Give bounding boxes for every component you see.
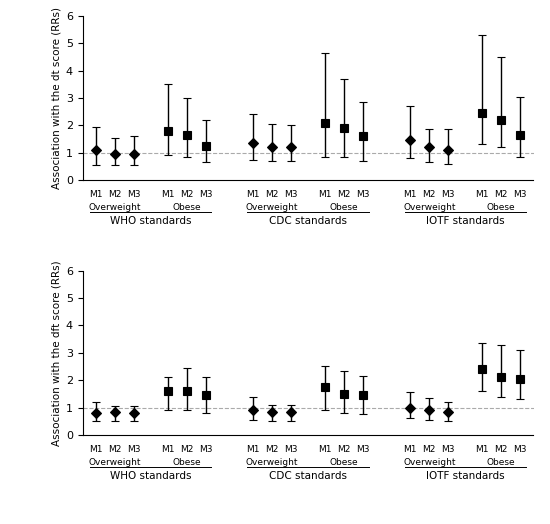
Y-axis label: Association with the dt score (RRs): Association with the dt score (RRs) — [52, 7, 62, 189]
Text: Overweight: Overweight — [403, 203, 455, 212]
Text: M1: M1 — [476, 190, 489, 199]
Text: M1: M1 — [161, 190, 174, 199]
Text: M1: M1 — [318, 445, 332, 454]
Text: M3: M3 — [127, 445, 140, 454]
Text: M2: M2 — [265, 445, 279, 454]
Text: M3: M3 — [442, 445, 455, 454]
Text: M2: M2 — [180, 445, 194, 454]
Text: Overweight: Overweight — [246, 203, 298, 212]
Text: M1: M1 — [404, 190, 417, 199]
Text: M1: M1 — [89, 190, 102, 199]
Text: Obese: Obese — [487, 203, 515, 212]
Text: WHO standards: WHO standards — [110, 471, 191, 481]
Text: M2: M2 — [337, 190, 351, 199]
Text: M2: M2 — [108, 190, 122, 199]
Text: M3: M3 — [284, 445, 298, 454]
Text: M2: M2 — [180, 190, 194, 199]
Text: Obese: Obese — [172, 203, 201, 212]
Text: M2: M2 — [108, 445, 122, 454]
Text: WHO standards: WHO standards — [110, 216, 191, 226]
Text: M3: M3 — [442, 190, 455, 199]
Text: M3: M3 — [356, 445, 370, 454]
Y-axis label: Association with the dft score (RRs): Association with the dft score (RRs) — [52, 260, 62, 445]
Text: CDC standards: CDC standards — [269, 471, 347, 481]
Text: Overweight: Overweight — [403, 458, 455, 467]
Text: M2: M2 — [494, 445, 508, 454]
Text: Obese: Obese — [172, 458, 201, 467]
Text: M2: M2 — [422, 445, 436, 454]
Text: M1: M1 — [246, 445, 260, 454]
Text: M2: M2 — [337, 445, 351, 454]
Text: M3: M3 — [514, 190, 527, 199]
Text: M3: M3 — [199, 445, 212, 454]
Text: Obese: Obese — [487, 458, 515, 467]
Text: M1: M1 — [246, 190, 260, 199]
Text: M3: M3 — [356, 190, 370, 199]
Text: M1: M1 — [89, 445, 102, 454]
Text: M1: M1 — [404, 445, 417, 454]
Text: M2: M2 — [265, 190, 279, 199]
Text: M2: M2 — [422, 190, 436, 199]
Text: Obese: Obese — [329, 458, 358, 467]
Text: Overweight: Overweight — [89, 458, 141, 467]
Text: Overweight: Overweight — [246, 458, 298, 467]
Text: M1: M1 — [318, 190, 332, 199]
Text: M3: M3 — [127, 190, 140, 199]
Text: CDC standards: CDC standards — [269, 216, 347, 226]
Text: M3: M3 — [284, 190, 298, 199]
Text: M1: M1 — [161, 445, 174, 454]
Text: Overweight: Overweight — [89, 203, 141, 212]
Text: IOTF standards: IOTF standards — [426, 471, 504, 481]
Text: M3: M3 — [514, 445, 527, 454]
Text: Obese: Obese — [329, 203, 358, 212]
Text: M2: M2 — [494, 190, 508, 199]
Text: M3: M3 — [199, 190, 212, 199]
Text: IOTF standards: IOTF standards — [426, 216, 504, 226]
Text: M1: M1 — [476, 445, 489, 454]
